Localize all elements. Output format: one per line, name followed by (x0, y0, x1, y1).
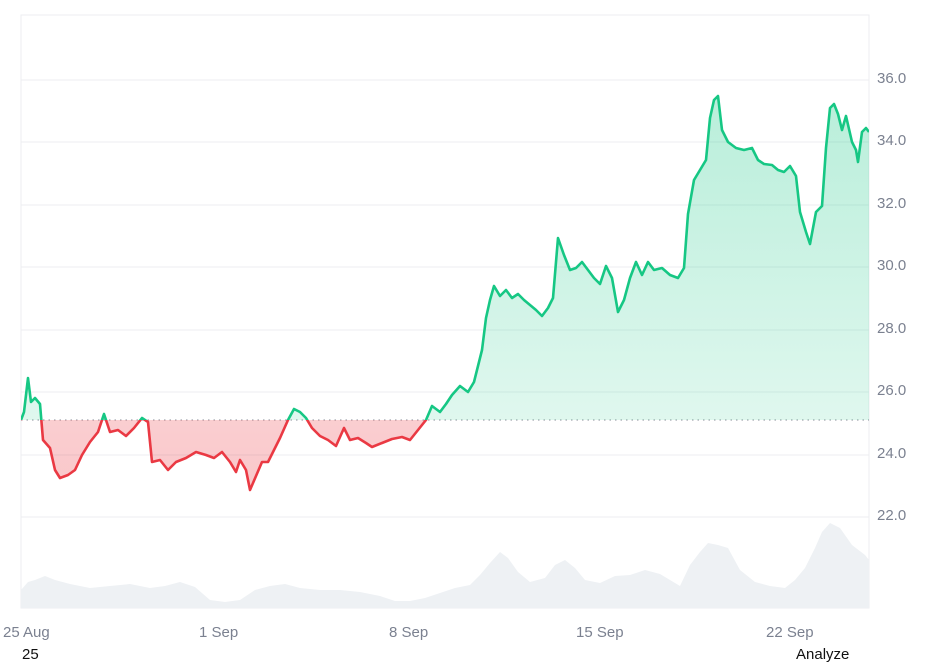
footer-left-label: 25 (22, 646, 39, 663)
x-tick: 1 Sep (199, 624, 239, 641)
x-tick: 25 Aug (3, 624, 50, 641)
y-tick: 24.0 (877, 445, 907, 462)
price-fill-up (21, 96, 869, 420)
y-tick: 26.0 (877, 382, 907, 399)
x-tick: 8 Sep (389, 624, 429, 641)
y-tick: 32.0 (877, 195, 907, 212)
y-tick: 36.0 (877, 70, 907, 87)
price-line-up (21, 94, 869, 420)
analyze-link[interactable]: Analyze (796, 646, 850, 663)
volume-area (21, 523, 869, 608)
y-tick: 30.0 (877, 257, 907, 274)
x-tick: 15 Sep (576, 624, 624, 641)
price-line-down (21, 420, 428, 492)
y-tick: 22.0 (877, 507, 907, 524)
y-tick: 28.0 (877, 320, 907, 337)
price-fill-down (21, 420, 869, 490)
y-tick: 34.0 (877, 132, 907, 149)
x-tick: 22 Sep (766, 624, 814, 641)
